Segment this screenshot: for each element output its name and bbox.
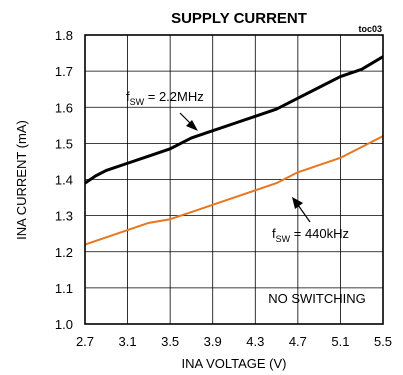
y-axis-title: INA CURRENT (mA) [14,120,29,240]
annotation-440khz: fSW = 440kHz [272,226,349,244]
annotation-440khz-main: f [272,226,276,241]
series-line-1 [84,55,384,185]
y-tick-label-4: 1.4 [55,173,73,188]
x-tick-label-5: 4.7 [289,334,307,349]
plot-frame [84,34,384,325]
y-tick-label-7: 1.7 [55,64,73,79]
annotation-440khz-rest: = 440kHz [290,226,349,241]
chart-title: SUPPLY CURRENT [171,10,307,27]
x-tick-label-0: 2.7 [76,334,94,349]
annotation-2-2mhz-arrowhead [186,120,198,131]
annotations: fSW = 2.2MHz fSW = 440kHz NO SWITCHING [126,89,366,306]
y-tick-labels: 1.0 1.1 1.2 1.3 1.4 1.5 1.6 1.7 1.8 [55,28,73,332]
y-tick-label-2: 1.2 [55,245,73,260]
series-layer [84,55,384,246]
annotation-2-2mhz-main: f [126,89,130,104]
y-tick-label-0: 1.0 [55,317,73,332]
annotation-440khz-sub: SW [276,234,291,244]
x-tick-label-3: 3.9 [204,334,222,349]
figure-id-label: toc03 [358,24,382,34]
x-tick-label-2: 3.5 [161,334,179,349]
annotation-2-2mhz: fSW = 2.2MHz [126,89,204,107]
x-tick-label-6: 5.1 [331,334,349,349]
y-tick-label-1: 1.1 [55,281,73,296]
x-tick-label-7: 5.5 [374,334,392,349]
annotation-2-2mhz-rest: = 2.2MHz [144,89,204,104]
series-line-2 [84,135,384,246]
x-tick-labels: 2.7 3.1 3.5 3.9 4.3 4.7 5.1 5.5 [76,334,392,349]
y-tick-label-3: 1.3 [55,209,73,224]
x-axis-title: INA VOLTAGE (V) [182,356,287,371]
x-tick-label-1: 3.1 [119,334,137,349]
annotation-no-switching: NO SWITCHING [268,291,366,306]
grid [85,35,383,324]
y-tick-label-5: 1.5 [55,136,73,151]
y-tick-label-8: 1.8 [55,28,73,43]
annotation-2-2mhz-sub: SW [130,97,145,107]
y-tick-label-6: 1.6 [55,100,73,115]
x-tick-label-4: 4.3 [246,334,264,349]
annotation-440khz-arrowhead [292,197,303,209]
annotation-440khz-arrow-line [297,204,311,223]
